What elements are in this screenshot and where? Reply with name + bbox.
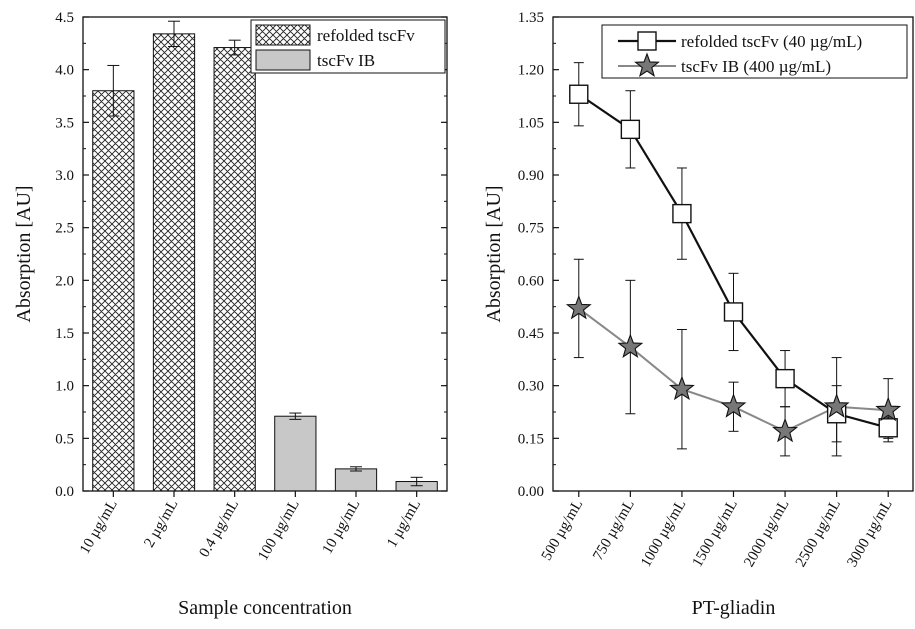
marker-tscfv-ib bbox=[565, 294, 592, 320]
left-plot-frame bbox=[82, 16, 448, 492]
legend-label-refolded: refolded tscFv bbox=[317, 26, 415, 45]
right-x-tick-label: 2000 µg/mL bbox=[741, 497, 792, 570]
legend-symbol-refolded bbox=[618, 31, 676, 51]
right-chart: 0.00 0.15 0.30 0.45 0.60 0.75 0.90 1.05 1.20 1.35… bbox=[483, 10, 914, 619]
left-y-axis-label: Absorption [AU] bbox=[13, 185, 35, 322]
right-y-tick-label: 0.00 bbox=[518, 484, 544, 500]
right-x-ticks: 500 µg/mL 750 µg/mL 1000 µg/mL 1500 µg/mL 20… bbox=[539, 491, 896, 570]
left-x-tick-label: 2 µg/mL bbox=[141, 497, 181, 550]
error-bar-tscfv-ib bbox=[410, 476, 423, 487]
error-bar-refolded-tscfv bbox=[168, 20, 180, 47]
marker-tscfv-ib bbox=[720, 393, 747, 418]
bar-tscfv-ib bbox=[334, 468, 378, 492]
marker-tscfv-ib bbox=[772, 417, 798, 443]
right-x-tick-label: 750 µg/mL bbox=[590, 497, 638, 563]
marker-refolded-tscfv bbox=[569, 84, 589, 104]
left-y-tick-label: 3.5 bbox=[55, 115, 74, 131]
marker-tscfv-ib bbox=[823, 393, 850, 418]
left-bars bbox=[92, 33, 438, 492]
left-y-tick-label: 1.0 bbox=[55, 379, 74, 395]
error-bar-refolded-tscfv bbox=[228, 39, 241, 56]
left-x-tick-label: 10 µg/mL bbox=[77, 497, 121, 557]
right-x-axis-label: PT-gliadin bbox=[692, 597, 776, 619]
right-y-axis-label: Absorption [AU] bbox=[483, 185, 505, 322]
right-markers bbox=[565, 84, 902, 443]
left-x-axis-label: Sample concentration bbox=[178, 597, 352, 619]
left-y-tick-label: 0.0 bbox=[55, 484, 74, 500]
marker-tscfv-ib bbox=[669, 375, 695, 401]
right-x-tick-label: 3000 µg/mL bbox=[844, 497, 895, 570]
line-refolded-tscfv bbox=[578, 93, 889, 429]
right-x-tick-label: 1000 µg/mL bbox=[638, 497, 689, 570]
marker-refolded-tscfv bbox=[775, 368, 795, 389]
legend-label-ib: tscFv IB bbox=[317, 51, 375, 70]
legend-symbol-ib bbox=[618, 52, 676, 77]
legend-swatch-ib bbox=[255, 49, 311, 71]
right-series-lines bbox=[578, 93, 889, 433]
bar-tscfv-ib bbox=[274, 415, 317, 492]
right-legend: refolded tscFv (40 µg/mL) tscFv IB (400 … bbox=[601, 24, 908, 79]
marker-refolded-tscfv bbox=[620, 119, 641, 140]
right-y-tick-label: 1.05 bbox=[518, 115, 544, 131]
left-x-ticks: 10 µg/mL 2 µg/mL 0.4 µg/mL 100 µg/mL 10 µg/m… bbox=[77, 491, 424, 563]
left-y-tick-label: 0.5 bbox=[55, 431, 74, 447]
right-y-tick-label: 0.60 bbox=[518, 273, 544, 289]
left-x-tick-label: 0.4 µg/mL bbox=[196, 497, 242, 560]
right-y-tick-label: 0.15 bbox=[518, 431, 544, 447]
right-y-tick-label: 0.30 bbox=[518, 379, 544, 395]
error-bar-tscfv-ib bbox=[350, 466, 362, 472]
left-x-tick-label: 10 µg/mL bbox=[320, 497, 364, 557]
right-y-tick-label: 0.75 bbox=[518, 221, 544, 237]
left-x-tick-label: 100 µg/mL bbox=[255, 497, 303, 563]
right-x-tick-label: 1500 µg/mL bbox=[690, 497, 741, 570]
bar-refolded-tscfv bbox=[213, 47, 256, 492]
left-error-bars bbox=[107, 20, 423, 487]
right-x-tick-label: 500 µg/mL bbox=[539, 497, 587, 563]
marker-tscfv-ib bbox=[617, 333, 644, 359]
left-y-tick-label: 1.5 bbox=[55, 326, 74, 342]
left-y-tick-label: 2.0 bbox=[55, 273, 74, 289]
left-chart: 0.0 0.5 1.0 1.5 2.0 2.5 3.0 3.5 4.0 4.5 10 µg/mL 2… bbox=[13, 10, 448, 619]
right-y-tick-label: 0.90 bbox=[518, 168, 544, 184]
legend-swatch-refolded bbox=[255, 24, 311, 46]
right-y-ticks: 0.00 0.15 0.30 0.45 0.60 0.75 0.90 1.05 1.20 1.35 bbox=[518, 10, 559, 500]
right-y-tick-label: 1.20 bbox=[518, 63, 544, 79]
bar-refolded-tscfv bbox=[152, 33, 196, 492]
right-y-tick-label: 0.45 bbox=[518, 326, 544, 342]
bar-refolded-tscfv bbox=[92, 90, 135, 492]
left-y-ticks: 0.0 0.5 1.0 1.5 2.0 2.5 3.0 3.5 4.0 4.5 bbox=[55, 10, 447, 500]
marker-refolded-tscfv bbox=[672, 203, 692, 224]
left-y-tick-label: 2.5 bbox=[55, 221, 74, 237]
marker-refolded-tscfv bbox=[878, 418, 898, 438]
left-y-tick-label: 3.0 bbox=[55, 168, 74, 184]
legend-label-refolded-40: refolded tscFv (40 µg/mL) bbox=[681, 32, 862, 51]
right-y-tick-label: 1.35 bbox=[518, 10, 544, 26]
error-bar-tscfv-ib bbox=[289, 412, 302, 420]
error-bar-refolded-tscfv bbox=[107, 64, 120, 117]
left-legend: refolded tscFv tscFv IB bbox=[250, 19, 446, 74]
left-x-tick-label: 1 µg/mL bbox=[384, 497, 424, 550]
left-y-tick-label: 4.5 bbox=[55, 10, 74, 26]
marker-tscfv-ib bbox=[875, 396, 902, 422]
marker-refolded-tscfv bbox=[723, 302, 744, 322]
legend-label-ib-400: tscFv IB (400 µg/mL) bbox=[681, 57, 831, 76]
right-x-tick-label: 2500 µg/mL bbox=[793, 497, 844, 570]
left-y-tick-label: 4.0 bbox=[55, 63, 74, 79]
